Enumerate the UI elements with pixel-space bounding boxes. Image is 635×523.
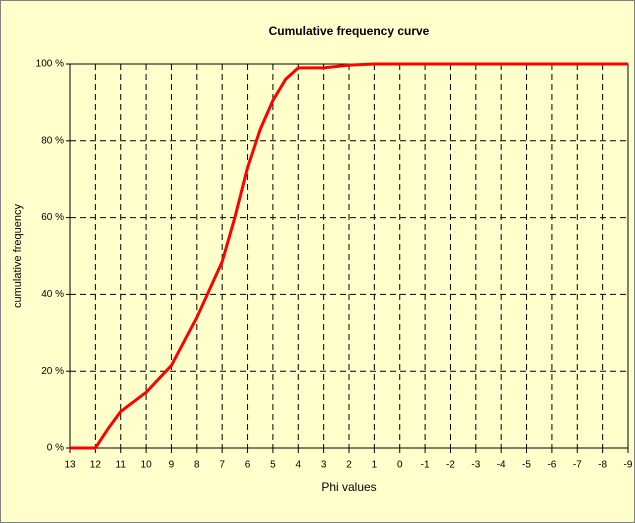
x-tick-label: 9 [169, 460, 175, 471]
y-tick-label: 80 % [41, 135, 64, 146]
y-tick-label: 60 % [41, 212, 64, 223]
x-tick-label: 3 [321, 460, 327, 471]
y-tick-label: 40 % [41, 289, 64, 300]
x-tick-label: -7 [573, 460, 582, 471]
x-tick-label: 0 [397, 460, 403, 471]
curve [70, 62, 628, 450]
x-tick-label: 10 [141, 460, 153, 471]
x-tick-label: -9 [624, 460, 633, 471]
chart-title: Cumulative frequency curve [269, 24, 430, 38]
y-axis-label: cumulative frequency [12, 204, 24, 308]
x-tick-label: 8 [194, 460, 200, 471]
x-tick-label: -1 [421, 460, 430, 471]
y-tick-label: 0 % [47, 443, 64, 454]
x-tick-label: 1 [372, 460, 378, 471]
x-tick-label: 12 [90, 460, 102, 471]
y-tick-label: 20 % [41, 366, 64, 377]
x-tick-label: 7 [219, 460, 225, 471]
x-tick-label: 13 [64, 460, 76, 471]
x-tick-label: -8 [598, 460, 607, 471]
x-tick-label: -5 [522, 460, 531, 471]
x-tick-label: 6 [245, 460, 251, 471]
x-tick-label: -6 [547, 460, 556, 471]
x-tick-label: 5 [270, 460, 276, 471]
y-tick-label: 100 % [36, 59, 64, 70]
x-tick-label: -3 [471, 460, 480, 471]
x-tick-label: -2 [446, 460, 455, 471]
x-tick-label: -4 [497, 460, 506, 471]
x-tick-label: 4 [295, 460, 301, 471]
x-tick-label: 11 [116, 460, 127, 471]
x-tick-label: 2 [346, 460, 352, 471]
x-axis-label: Phi values [321, 480, 376, 494]
